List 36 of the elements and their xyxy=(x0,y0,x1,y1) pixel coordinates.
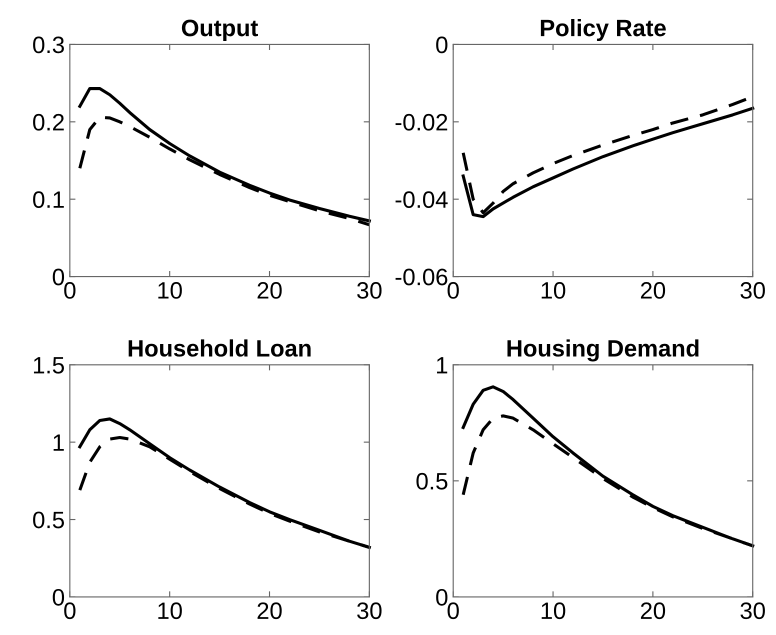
x-tick-label: 0 xyxy=(64,282,76,299)
x-tick-label: 0 xyxy=(64,602,76,620)
x-tick-label: 0 xyxy=(448,602,459,620)
x-tick-label: 20 xyxy=(258,282,282,299)
y-tick-label: -0.06 xyxy=(396,268,448,286)
x-tick-label: 20 xyxy=(640,602,666,620)
y-tick-label: 0 xyxy=(52,588,64,606)
x-tick-label: 10 xyxy=(158,602,182,620)
x-tick-label: 10 xyxy=(542,602,566,620)
y-tick-label: 1 xyxy=(437,357,448,374)
line-series xyxy=(78,87,371,222)
y-tick-label: -0.04 xyxy=(396,191,448,208)
y-tick-label: 0 xyxy=(436,36,448,54)
x-tick-label: 20 xyxy=(258,602,282,620)
y-tick-label: 1 xyxy=(54,434,64,451)
chart-title: Policy Rate xyxy=(540,19,666,42)
chart-title: Household Loan xyxy=(128,339,311,357)
x-tick-label: 30 xyxy=(740,282,765,299)
y-tick-label: 0.5 xyxy=(33,512,64,528)
y-tick-label: 0 xyxy=(436,588,448,606)
chart-title: Housing Demand xyxy=(507,339,698,362)
x-tick-label: 10 xyxy=(542,282,566,299)
y-tick-label: 0.3 xyxy=(33,36,64,54)
chart-title: Output xyxy=(182,20,258,42)
x-tick-label: 20 xyxy=(640,282,666,299)
x-tick-label: 30 xyxy=(357,282,382,299)
x-tick-label: 30 xyxy=(357,602,382,620)
y-tick-label: -0.02 xyxy=(396,114,448,131)
y-tick-label: 0 xyxy=(52,268,64,286)
x-tick-label: 0 xyxy=(448,282,459,299)
y-tick-label: 1.5 xyxy=(34,357,64,374)
y-tick-label: 0.5 xyxy=(416,472,448,490)
y-tick-label: 0.2 xyxy=(33,114,64,131)
x-tick-label: 30 xyxy=(740,602,765,620)
x-tick-label: 10 xyxy=(158,282,182,299)
y-tick-label: 0.1 xyxy=(33,191,64,208)
